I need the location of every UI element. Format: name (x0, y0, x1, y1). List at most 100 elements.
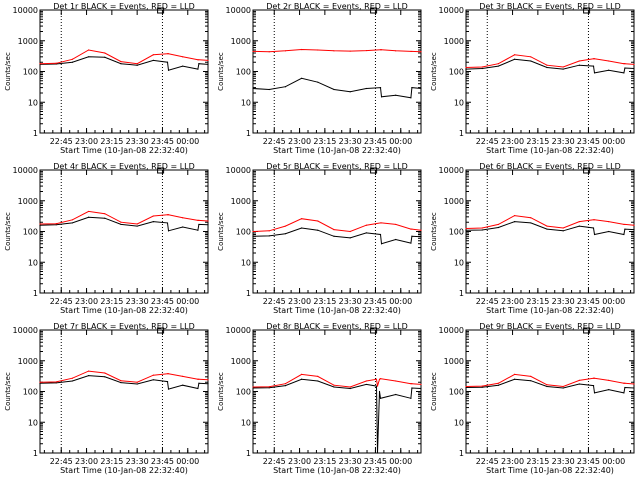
data-point-lld (87, 370, 90, 372)
data-point-lld (104, 372, 106, 374)
y-tick-label: 100 (449, 388, 464, 397)
data-point-lld (252, 230, 254, 233)
data-point-lld (420, 51, 422, 53)
y-tick-label: 1000 (444, 357, 464, 366)
x-tick-label: 23:15 (100, 297, 123, 306)
y-axis-label: Counts/sec (4, 372, 12, 411)
data-point-events (465, 68, 467, 70)
data-point-events (513, 58, 516, 60)
data-point-events (593, 392, 596, 394)
data-point-events (252, 87, 254, 90)
data-point-lld (300, 218, 303, 220)
data-point-events (136, 225, 138, 227)
data-point-lld (120, 380, 122, 382)
data-point-events (71, 380, 73, 382)
data-point-lld (300, 48, 303, 51)
y-axis-label: Counts/sec (217, 212, 225, 251)
data-point-lld (198, 378, 200, 380)
y-tick-label: 10 (28, 98, 38, 107)
data-point-lld (284, 225, 286, 227)
top-marker-box (370, 167, 378, 174)
plot-title: Det 7r BLACK = Events, RED = LLD (53, 322, 195, 331)
x-tick-label: 22:45 (263, 457, 286, 466)
x-tick-label: 00:00 (389, 137, 412, 146)
plot-frame (39, 9, 209, 134)
data-point-events (410, 242, 412, 244)
y-tick-label: 1000 (231, 37, 251, 46)
data-point-lld (152, 54, 154, 56)
x-tick-label: 00:00 (389, 457, 412, 466)
x-tick-label: 00:00 (176, 457, 199, 466)
data-point-events (104, 56, 106, 58)
x-tick-label: 23:15 (100, 137, 123, 146)
y-tick-label: 100 (449, 68, 464, 77)
x-tick-label: 22:45 (263, 297, 286, 306)
data-point-events (71, 61, 73, 63)
data-point-lld (71, 377, 73, 379)
data-point-events (167, 69, 170, 71)
plot-title: Det 9r BLACK = Events, RED = LLD (479, 322, 621, 331)
data-point-lld (420, 229, 422, 231)
plot-title: Det 1r BLACK = Events, RED = LLD (53, 2, 195, 11)
x-tick-label: 23:45 (577, 297, 600, 306)
x-tick-label: 23:45 (151, 137, 174, 146)
data-point-lld (497, 382, 499, 384)
x-tick-label: 23:45 (577, 137, 600, 146)
data-point-lld (333, 384, 335, 386)
y-tick-label: 1 (459, 129, 464, 138)
data-point-lld (513, 54, 516, 56)
data-point-events (380, 243, 383, 245)
data-point-events (55, 382, 57, 384)
data-point-lld (379, 222, 382, 224)
data-point-lld (104, 52, 106, 54)
data-point-lld (39, 223, 41, 225)
data-point-lld (375, 378, 378, 380)
x-tick-label: 23:15 (526, 457, 549, 466)
data-point-lld (166, 53, 169, 55)
panel-4: 1 10 100 1000 10000 22:45 23:00 23:15 23:30 23:45… (4, 162, 209, 315)
data-point-events (349, 387, 351, 390)
panel-3: 1 10 100 1000 10000 22:45 23:00 23:15 23:30 23:45… (430, 2, 635, 155)
data-point-events (411, 235, 413, 237)
data-point-lld (252, 386, 254, 388)
data-point-lld (120, 221, 122, 223)
data-point-events (71, 222, 73, 224)
data-point-events (87, 216, 90, 218)
data-point-lld (55, 62, 57, 64)
data-point-lld (608, 60, 610, 62)
y-tick-label: 10000 (439, 6, 464, 15)
data-point-events (420, 236, 422, 238)
data-point-events (592, 385, 595, 387)
x-tick-label: 23:15 (313, 137, 336, 146)
data-point-lld (562, 385, 564, 388)
data-point-events (207, 383, 209, 385)
data-point-events (198, 382, 200, 384)
data-point-lld (55, 381, 57, 383)
data-point-lld (71, 219, 73, 221)
y-tick-label: 10 (454, 418, 464, 427)
data-point-events (207, 224, 209, 226)
data-point-lld (197, 378, 199, 380)
x-tick-label: 22:45 (50, 137, 73, 146)
data-point-events (268, 88, 270, 91)
data-point-events (411, 387, 413, 389)
data-point-events (55, 224, 57, 226)
data-point-events (633, 67, 635, 70)
series-line-events (252, 378, 422, 454)
series-line-events (39, 216, 209, 232)
data-point-events (152, 379, 154, 381)
data-point-lld (497, 63, 499, 65)
data-point-lld (513, 373, 516, 375)
data-point-lld (284, 50, 286, 52)
panel-7: 1 10 100 1000 10000 22:45 23:00 23:15 23:30 23:45… (4, 322, 209, 475)
data-point-events (624, 67, 626, 69)
x-axis-label: Start Time (10-Jan-08 22:32:40) (486, 146, 614, 155)
data-point-lld (349, 386, 351, 388)
data-point-events (562, 68, 564, 70)
data-point-lld (379, 49, 382, 51)
data-point-events (104, 376, 106, 378)
y-tick-label: 1 (33, 289, 38, 298)
data-point-lld (562, 227, 564, 229)
data-point-lld (39, 63, 41, 65)
data-point-events (120, 223, 122, 226)
